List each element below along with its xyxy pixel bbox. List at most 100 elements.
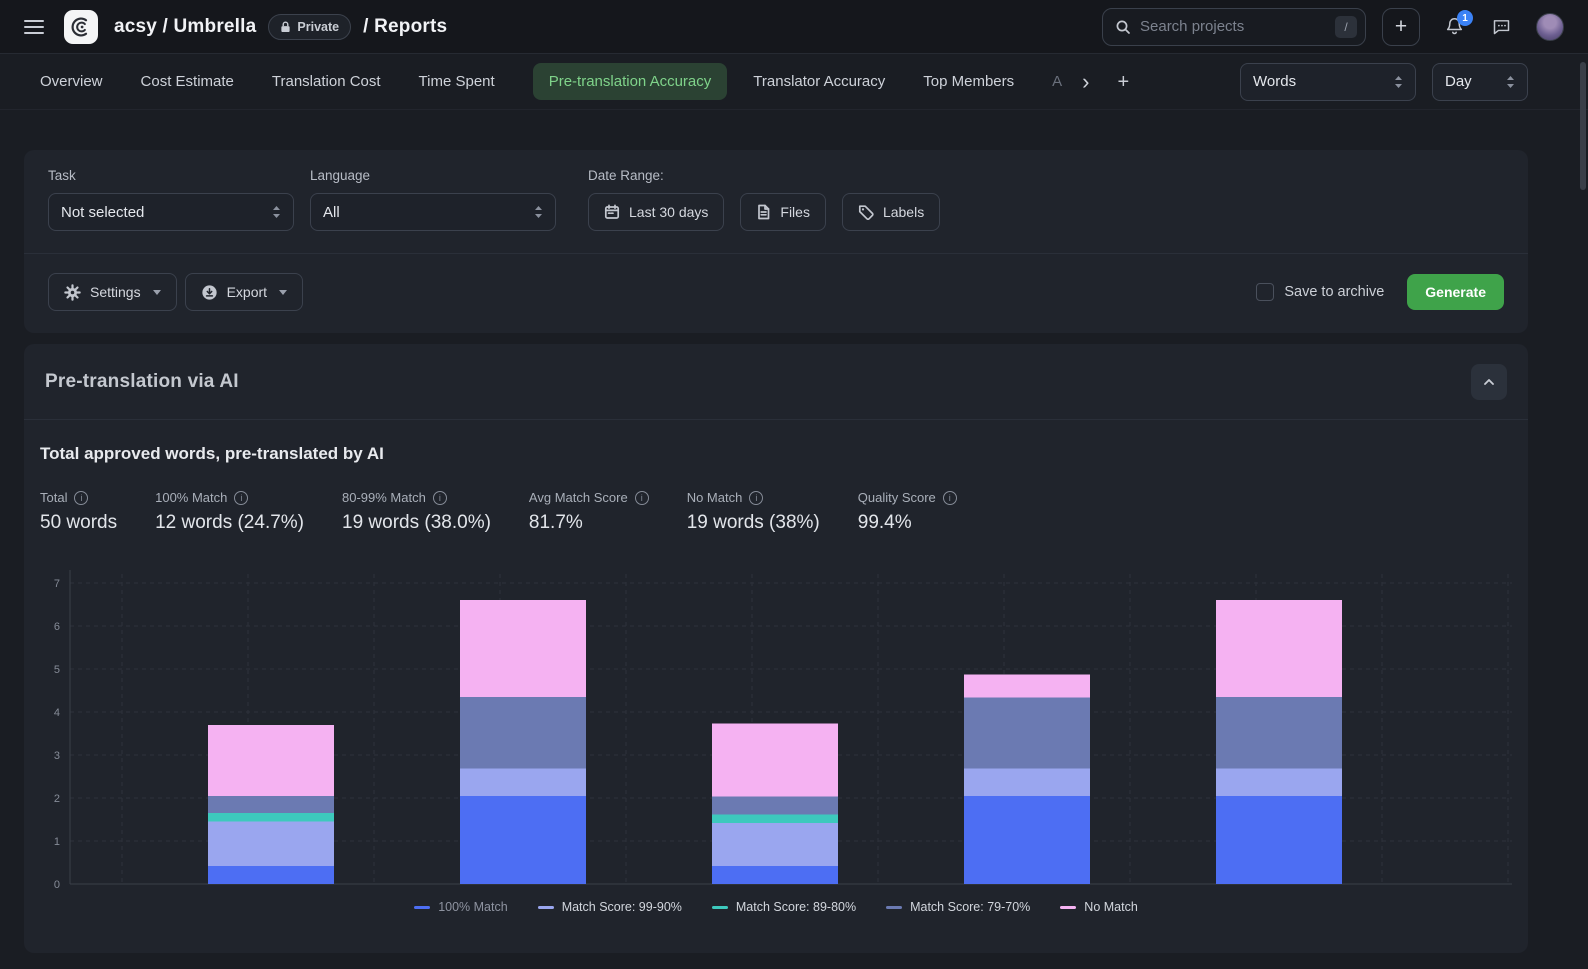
user-avatar[interactable] xyxy=(1536,13,1564,41)
bar-segment[interactable] xyxy=(712,796,838,814)
breadcrumb: acsy / Umbrella Private / Reports xyxy=(114,14,447,40)
svg-text:1: 1 xyxy=(54,836,60,848)
date-range-value: Last 30 days xyxy=(629,204,708,220)
tab-cost-estimate[interactable]: Cost Estimate xyxy=(141,73,234,90)
bar-segment[interactable] xyxy=(964,675,1090,698)
download-icon xyxy=(201,284,218,301)
notification-count-badge: 1 xyxy=(1457,10,1473,26)
legend-label: 100% Match xyxy=(438,900,507,914)
info-icon[interactable]: i xyxy=(635,491,649,505)
gear-icon xyxy=(64,284,81,301)
files-filter-button[interactable]: Files xyxy=(740,193,826,231)
legend-item[interactable]: 100% Match xyxy=(414,900,507,914)
info-icon[interactable]: i xyxy=(433,491,447,505)
chat-icon xyxy=(1491,16,1512,37)
stat-no-match-value: 19 words (38%) xyxy=(687,512,820,534)
period-select-value: Day xyxy=(1445,73,1472,90)
svg-text:7: 7 xyxy=(54,578,60,590)
add-tab-button[interactable]: + xyxy=(1117,72,1129,92)
bar-segment[interactable] xyxy=(964,697,1090,768)
bar-segment[interactable] xyxy=(1216,600,1342,697)
info-icon[interactable]: i xyxy=(943,491,957,505)
bar-segment[interactable] xyxy=(460,697,586,768)
create-project-button[interactable]: + xyxy=(1382,8,1420,46)
bar-segment[interactable] xyxy=(460,600,586,697)
bar-segment[interactable] xyxy=(712,814,838,823)
menu-icon[interactable] xyxy=(24,20,44,34)
legend-item[interactable]: Match Score: 89-80% xyxy=(712,900,856,914)
bar-segment[interactable] xyxy=(460,768,586,796)
files-filter-label: Files xyxy=(780,204,810,220)
task-select-value: Not selected xyxy=(61,204,144,221)
collapse-section-button[interactable] xyxy=(1471,364,1507,400)
labels-filter-button[interactable]: Labels xyxy=(842,193,940,231)
task-select[interactable]: Not selected xyxy=(48,193,294,231)
breadcrumb-project[interactable]: acsy / Umbrella xyxy=(114,16,256,38)
svg-text:0: 0 xyxy=(54,879,60,891)
tab-overflow[interactable]: A xyxy=(1052,73,1072,90)
breadcrumb-reports[interactable]: / Reports xyxy=(363,16,447,38)
caret-down-icon xyxy=(279,290,287,295)
generate-button[interactable]: Generate xyxy=(1407,274,1504,310)
updown-icon xyxy=(534,205,543,219)
bar-segment[interactable] xyxy=(712,823,838,866)
language-select-value: All xyxy=(323,204,340,221)
date-range-button[interactable]: Last 30 days xyxy=(588,193,724,231)
messages-button[interactable] xyxy=(1491,16,1512,37)
bar-segment[interactable] xyxy=(460,796,586,884)
bar-segment[interactable] xyxy=(1216,697,1342,768)
notifications-button[interactable]: 1 xyxy=(1444,16,1465,37)
bar-segment[interactable] xyxy=(964,796,1090,884)
legend-item[interactable]: No Match xyxy=(1060,900,1138,914)
legend-item[interactable]: Match Score: 79-70% xyxy=(886,900,1030,914)
export-button[interactable]: Export xyxy=(185,273,303,311)
bar-segment[interactable] xyxy=(208,813,334,822)
bar-segment[interactable] xyxy=(712,724,838,797)
bar-segment[interactable] xyxy=(208,725,334,796)
legend-label: Match Score: 99-90% xyxy=(562,900,682,914)
stat-avg-match-score: Avg Match Scorei 81.7% xyxy=(529,490,649,534)
legend-dash-icon xyxy=(414,906,430,909)
legend-item[interactable]: Match Score: 99-90% xyxy=(538,900,682,914)
bar-segment[interactable] xyxy=(208,822,334,866)
info-icon[interactable]: i xyxy=(234,491,248,505)
search-input[interactable] xyxy=(1140,18,1326,35)
bar-segment[interactable] xyxy=(964,768,1090,796)
app-logo[interactable] xyxy=(64,10,98,44)
stat-no-match: No Matchi 19 words (38%) xyxy=(687,490,820,534)
save-to-archive-label: Save to archive xyxy=(1284,284,1384,300)
tabs-scroll-right-icon[interactable]: › xyxy=(1082,71,1089,93)
chart-heading: Total approved words, pre-translated by … xyxy=(40,444,1512,464)
save-to-archive-checkbox[interactable] xyxy=(1256,283,1274,301)
bar-segment[interactable] xyxy=(1216,768,1342,796)
language-select[interactable]: All xyxy=(310,193,556,231)
tab-overview[interactable]: Overview xyxy=(40,73,103,90)
lock-icon xyxy=(280,21,291,33)
info-icon[interactable]: i xyxy=(74,491,88,505)
tab-time-spent[interactable]: Time Spent xyxy=(419,73,495,90)
settings-button[interactable]: Settings xyxy=(48,273,177,311)
unit-select[interactable]: Words xyxy=(1240,63,1416,101)
privacy-badge-label: Private xyxy=(297,20,339,34)
bar-segment[interactable] xyxy=(712,866,838,884)
bar-segment[interactable] xyxy=(1216,796,1342,884)
language-label: Language xyxy=(310,168,556,183)
search-shortcut-key: / xyxy=(1335,16,1357,38)
legend-label: Match Score: 89-80% xyxy=(736,900,856,914)
tab-translation-cost[interactable]: Translation Cost xyxy=(272,73,381,90)
topbar: acsy / Umbrella Private / Reports / + 1 xyxy=(0,0,1588,54)
tab-top-members[interactable]: Top Members xyxy=(923,73,1014,90)
updown-icon xyxy=(1506,75,1515,89)
info-icon[interactable]: i xyxy=(749,491,763,505)
tab-translator-accuracy[interactable]: Translator Accuracy xyxy=(753,73,885,90)
legend-dash-icon xyxy=(1060,906,1076,909)
period-select[interactable]: Day xyxy=(1432,63,1528,101)
scrollbar-thumb[interactable] xyxy=(1580,62,1586,190)
tab-pre-translation-accuracy[interactable]: Pre-translation Accuracy xyxy=(533,63,728,100)
bar-segment[interactable] xyxy=(208,866,334,884)
export-button-label: Export xyxy=(227,284,267,300)
updown-icon xyxy=(272,205,281,219)
bar-segment[interactable] xyxy=(208,796,334,813)
labels-filter-label: Labels xyxy=(883,204,924,220)
section-title: Pre-translation via AI xyxy=(45,371,239,393)
